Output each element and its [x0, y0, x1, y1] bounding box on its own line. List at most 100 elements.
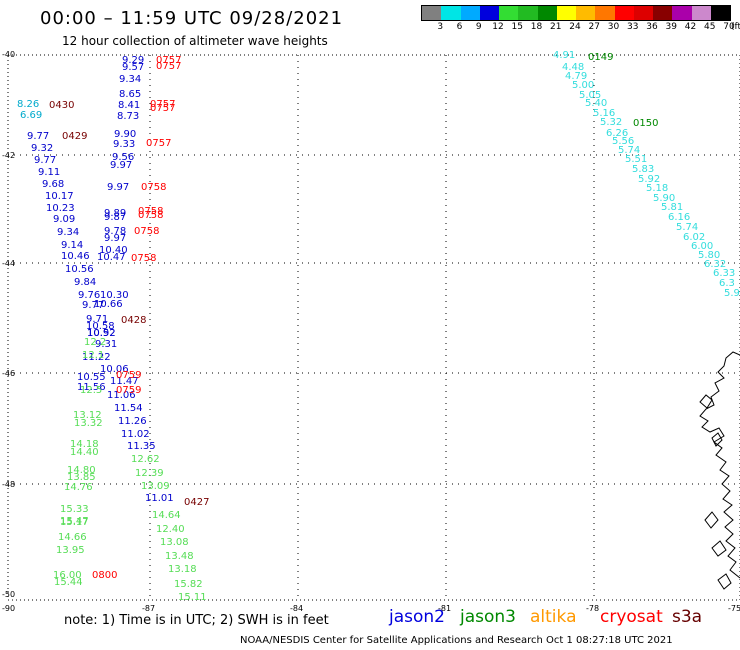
swh-label: 11.54: [114, 403, 143, 414]
colorbar-swatch: [518, 6, 538, 20]
swh-label: 9.29: [122, 55, 144, 66]
colorbar-swatch: [653, 6, 673, 20]
swh-label: 13.32: [74, 418, 103, 429]
swh-label: 9.77: [27, 131, 49, 142]
colorbar-tick-label: 70: [723, 22, 735, 32]
time-label: 0758: [141, 182, 166, 193]
jason3-track: 12.212.112.513.1213.3214.1814.4014.8013.…: [53, 337, 207, 603]
swh-label: 10.47: [97, 252, 126, 263]
swh-label: 15.11: [178, 592, 207, 603]
colorbar-tick-label: 42: [684, 22, 697, 32]
swh-label: 9.14: [61, 240, 83, 251]
colorbar-swatch: [460, 6, 480, 20]
swh-label: 11.56: [77, 382, 106, 393]
swh-label: 6.02: [683, 232, 705, 243]
colorbar-tick-label: 27: [588, 22, 600, 32]
colorbar-swatch: [479, 6, 499, 20]
grid: [8, 55, 740, 600]
time-label: 0758: [131, 253, 156, 264]
colorbar-swatch: [672, 6, 692, 20]
swh-label: 5.83: [632, 164, 654, 175]
swh-label: 9.78: [104, 226, 126, 237]
colorbar-swatch: [614, 6, 634, 20]
swh-label: 10.23: [46, 203, 75, 214]
swh-label: 10.92: [87, 328, 116, 339]
swh-label: 11.06: [107, 390, 136, 401]
credit-line: NOAA/NESDIS Center for Satellite Applica…: [240, 635, 673, 646]
swh-label: 13.08: [160, 537, 189, 548]
swh-label: 6.3: [719, 278, 735, 289]
colorbar-tick-label: 21: [550, 22, 562, 32]
time-label: 0427: [184, 497, 209, 508]
colorbar-tick-label: 30: [607, 22, 620, 32]
longitude-label: -87: [142, 604, 155, 613]
swh-label: 13.95: [56, 545, 85, 556]
time-label: 0757: [150, 99, 175, 110]
swh-label: 14.80: [67, 465, 96, 476]
swh-label: 10.46: [61, 251, 90, 262]
latitude-label: -50: [2, 590, 15, 599]
swh-label: 15.17: [60, 517, 89, 528]
colorbar-swatch: [595, 6, 615, 20]
colorbar-tick-label: 39: [665, 22, 677, 32]
colorbar-swatch: [576, 6, 596, 20]
swh-label: 9.87: [104, 212, 126, 223]
swh-label: 10.06: [100, 364, 129, 375]
swh-label: 8.65: [119, 89, 141, 100]
swh-label: 12.62: [131, 454, 160, 465]
swh-label: 4.91: [553, 50, 575, 61]
swh-label: 5.05: [579, 90, 601, 101]
swh-label: 11.22: [82, 352, 111, 363]
swh-label: 10.66: [94, 299, 123, 310]
colorbar-swatch: [441, 6, 461, 20]
time-label: 0430: [49, 100, 74, 111]
swh-label: 5.40: [585, 98, 607, 109]
time-label: 0759: [116, 385, 141, 396]
swh-label: 15.82: [174, 579, 203, 590]
swh-label: 12.39: [135, 468, 164, 479]
latitude-label: -40: [2, 50, 15, 59]
colorbar-swatch: [499, 6, 519, 20]
colorbar-tick-label: 12: [492, 22, 504, 32]
colorbar-swatch: [633, 6, 653, 20]
time-label: 0759: [116, 370, 141, 381]
swh-label: 10.56: [65, 264, 94, 275]
colorbar-swatch: [422, 6, 442, 20]
swh-label: 5.80: [698, 250, 720, 261]
swh-label: 10.30: [100, 290, 129, 301]
longitude-label: -90: [2, 604, 15, 613]
colorbar-tick-label: 45: [704, 22, 716, 32]
jason2-track: 9.299.579.348.658.418.739.909.339.569.97…: [27, 55, 174, 504]
swh-label: 11.35: [127, 441, 156, 452]
swh-label: 11.47: [110, 376, 139, 387]
latitude-label: -42: [2, 151, 15, 160]
swh-label: 9.56: [112, 152, 134, 163]
swh-label: 9.76: [78, 290, 100, 301]
swh-label: 13.18: [168, 564, 197, 575]
time-label: 0800: [92, 570, 117, 581]
swh-label: 15.44: [54, 577, 83, 588]
swh-label: 9.57: [122, 62, 144, 73]
footnote: note: 1) Time is in UTC; 2) SWH is in fe…: [64, 613, 329, 628]
swh-label: 9.97: [107, 182, 129, 193]
swh-label: 11.02: [121, 429, 150, 440]
swh-label: 14.40: [70, 447, 99, 458]
swh-label: 6.69: [20, 110, 42, 121]
swh-label: 9.71: [86, 314, 108, 325]
colorbar-tick-label: 18: [530, 22, 543, 32]
time-label: 0758: [138, 210, 163, 221]
swh-label: 9.89: [104, 208, 126, 219]
longitude-label: -78: [586, 604, 599, 613]
time-label: 0757: [146, 138, 171, 149]
swh-label: 12.40: [156, 524, 185, 535]
swh-label: 11.01: [145, 493, 174, 504]
swh-label: 12.5: [80, 385, 102, 396]
legend-entry: jason3: [460, 607, 516, 627]
swh-label: 9.34: [57, 227, 79, 238]
colorbar-swatch: [556, 6, 576, 20]
latitude-label: -46: [2, 369, 15, 378]
swh-label: 13.09: [141, 481, 170, 492]
swh-label: 10.40: [99, 245, 128, 256]
colorbar-tick-label: 3: [437, 22, 444, 32]
swh-label: 8.26: [17, 99, 39, 110]
